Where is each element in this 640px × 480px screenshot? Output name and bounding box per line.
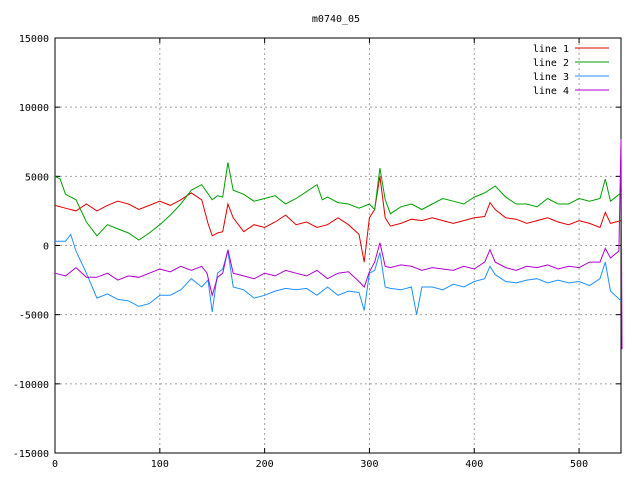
y-tick-label: -15000	[13, 449, 49, 460]
legend-label-3: line 3	[533, 72, 569, 83]
y-tick-label: 10000	[19, 103, 49, 114]
legend-label-1: line 1	[533, 44, 569, 55]
x-tick-label: 0	[52, 459, 58, 470]
x-tick-label: 200	[256, 459, 274, 470]
legend-label-2: line 2	[533, 58, 569, 69]
legend: line 1 line 2 line 3 line 4	[533, 44, 609, 97]
y-tick-label: 15000	[19, 34, 49, 45]
x-tick-label: 100	[151, 459, 169, 470]
series-line-2	[54, 162, 622, 241]
series-line-4	[54, 138, 623, 350]
grid-lines	[55, 38, 621, 453]
y-tick-label: 5000	[25, 172, 49, 183]
series-line-3	[55, 233, 622, 315]
y-tick-label: -10000	[13, 380, 49, 391]
chart-title: m0740_05	[312, 14, 360, 25]
y-tick-label: -5000	[19, 311, 49, 322]
x-tick-label: 300	[360, 459, 378, 470]
legend-label-4: line 4	[533, 86, 569, 97]
y-tick-label: 0	[43, 242, 49, 253]
x-tick-label: 500	[570, 459, 588, 470]
x-tick-label: 400	[465, 459, 483, 470]
axes: 0 100 200 300 400 500 -15000 -10000 -5000 0 5000 10…	[13, 34, 622, 470]
series-lines	[54, 138, 623, 350]
series-line-1	[54, 176, 622, 263]
